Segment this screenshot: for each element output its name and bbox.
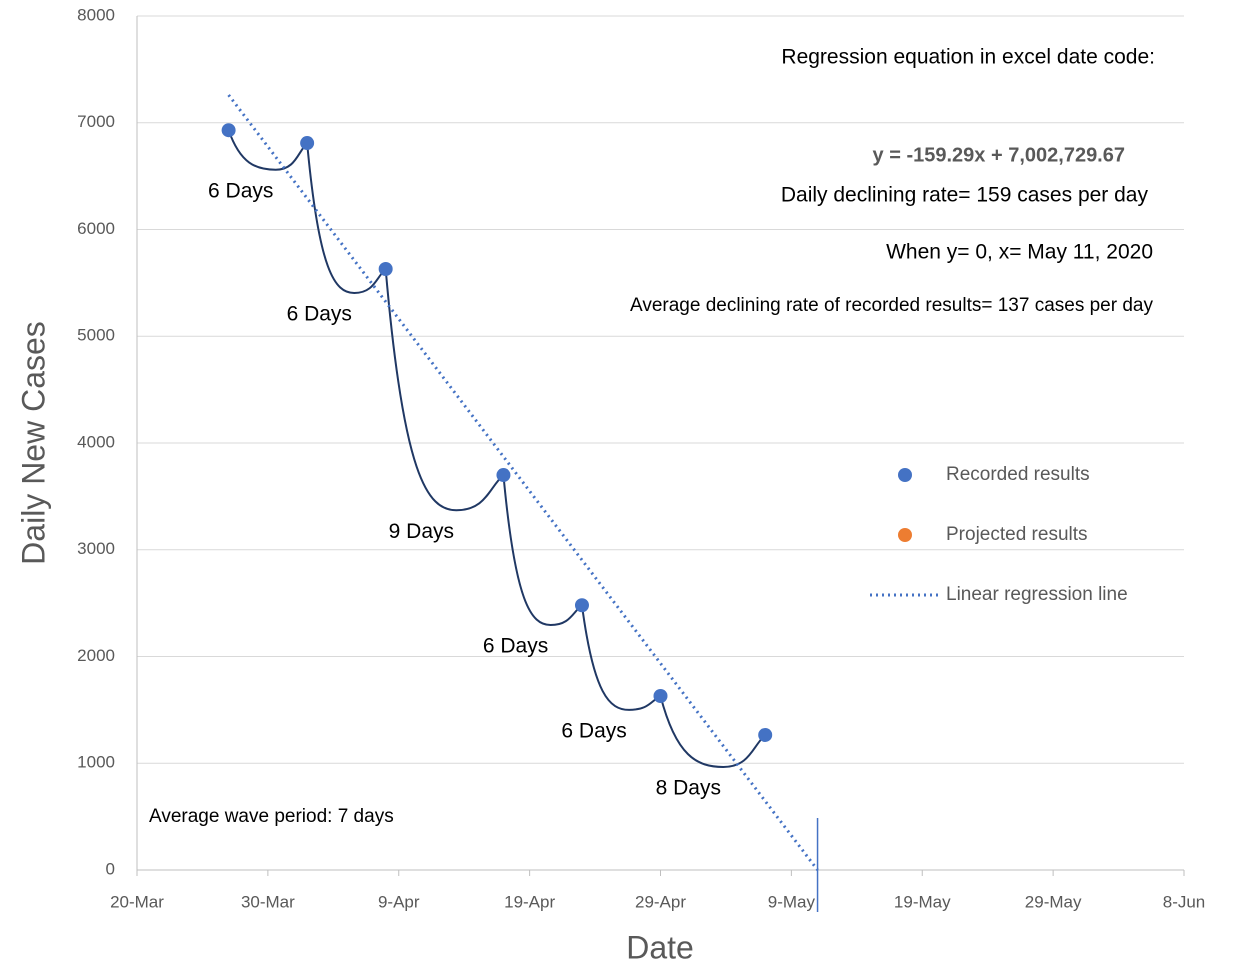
wave-curve <box>659 695 766 768</box>
y-tick-label: 2000 <box>77 646 115 665</box>
legend-swatch <box>898 528 912 542</box>
y-tick-label: 4000 <box>77 432 115 451</box>
annotation: Regression equation in excel date code: <box>781 46 1155 69</box>
legend-label: Recorded results <box>946 464 1090 485</box>
y-tick-label: 6000 <box>77 219 115 238</box>
legend-label: Linear regression line <box>946 584 1128 605</box>
x-tick-label: 29-May <box>1025 892 1082 911</box>
wave-label: 9 Days <box>389 520 454 543</box>
y-tick-label: 1000 <box>77 753 115 772</box>
x-axis-title: Date <box>626 929 694 965</box>
data-point <box>300 136 315 151</box>
data-point <box>653 688 668 703</box>
regression-line <box>227 94 819 871</box>
wave-label: 6 Days <box>208 179 273 202</box>
x-tick-label: 19-May <box>894 892 951 911</box>
wave-curve <box>502 474 583 627</box>
wave-curve <box>384 268 505 512</box>
x-tick-label: 9-Apr <box>378 892 420 911</box>
legend-swatch <box>898 468 912 482</box>
y-tick-label: 5000 <box>77 326 115 345</box>
x-tick-label: 20-Mar <box>110 892 164 911</box>
annotation: Average wave period: 7 days <box>149 806 394 827</box>
x-tick-label: 8-Jun <box>1163 892 1206 911</box>
legend-label: Projected results <box>946 524 1088 545</box>
y-tick-label: 0 <box>106 859 115 878</box>
y-tick-label: 7000 <box>77 112 115 131</box>
wave-label: 6 Days <box>561 719 626 742</box>
annotation: Average declining rate of recorded resul… <box>630 295 1153 316</box>
y-axis-title: Daily New Cases <box>15 321 51 565</box>
data-point <box>496 468 511 483</box>
equation: y = -159.29x + 7,002,729.67 <box>873 144 1125 166</box>
annotation: Daily declining rate= 159 cases per day <box>781 184 1149 207</box>
annotation: When y= 0, x= May 11, 2020 <box>886 241 1153 264</box>
x-tick-label: 30-Mar <box>241 892 295 911</box>
data-point <box>758 727 773 742</box>
wave-label: 6 Days <box>287 303 352 326</box>
wave-curve <box>580 605 661 711</box>
data-point <box>378 261 393 276</box>
x-tick-label: 29-Apr <box>635 892 686 911</box>
x-tick-label: 9-May <box>768 892 816 911</box>
wave-label: 6 Days <box>483 635 548 658</box>
wave-curve <box>306 142 387 295</box>
wave-curve <box>227 129 308 171</box>
y-tick-label: 3000 <box>77 539 115 558</box>
x-tick-label: 19-Apr <box>504 892 555 911</box>
wave-label: 8 Days <box>656 777 721 800</box>
y-tick-label: 8000 <box>77 5 115 24</box>
data-point <box>574 598 589 613</box>
data-point <box>221 123 236 138</box>
